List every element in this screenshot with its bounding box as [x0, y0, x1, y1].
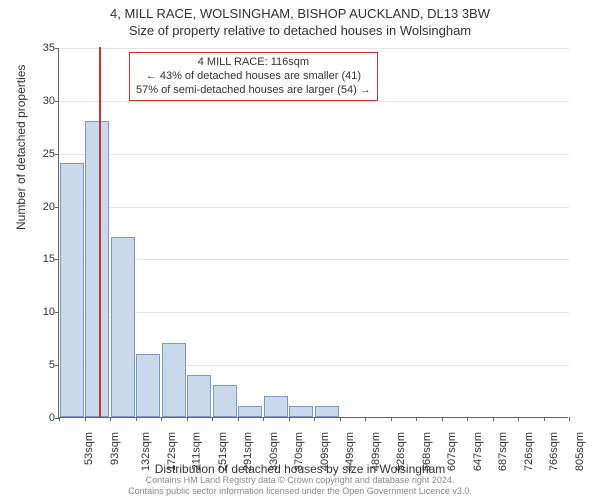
- xtick-mark: [161, 417, 162, 421]
- histogram-bar: [111, 237, 135, 417]
- xtick-mark: [340, 417, 341, 421]
- page-title: 4, MILL RACE, WOLSINGHAM, BISHOP AUCKLAN…: [0, 6, 600, 21]
- xtick-mark: [289, 417, 290, 421]
- ytick-label: 0: [25, 412, 55, 424]
- xtick-label: 53sqm: [83, 432, 95, 465]
- xtick-mark: [136, 417, 137, 421]
- annotation-line: 57% of semi-detached houses are larger (…: [136, 84, 371, 98]
- histogram-bar: [85, 121, 109, 417]
- xtick-mark: [442, 417, 443, 421]
- ytick-label: 25: [25, 148, 55, 160]
- x-axis-label: Distribution of detached houses by size …: [0, 462, 600, 476]
- xtick-label: 93sqm: [109, 432, 121, 465]
- gridline: [59, 154, 569, 155]
- ytick-label: 5: [25, 359, 55, 371]
- ytick-mark: [55, 312, 59, 313]
- xtick-mark: [416, 417, 417, 421]
- chart-area: 0510152025303553sqm93sqm132sqm172sqm211s…: [58, 48, 568, 418]
- ytick-mark: [55, 101, 59, 102]
- histogram-bar: [60, 163, 84, 417]
- ytick-mark: [55, 48, 59, 49]
- y-axis-label: Number of detached properties: [14, 65, 28, 230]
- ytick-label: 15: [25, 253, 55, 265]
- plot-area: 0510152025303553sqm93sqm132sqm172sqm211s…: [58, 48, 568, 418]
- ytick-mark: [55, 365, 59, 366]
- xtick-mark: [314, 417, 315, 421]
- histogram-bar: [289, 406, 313, 417]
- histogram-bar: [162, 343, 186, 417]
- xtick-mark: [467, 417, 468, 421]
- xtick-mark: [263, 417, 264, 421]
- reference-line: [99, 47, 101, 417]
- ytick-mark: [55, 259, 59, 260]
- xtick-mark: [365, 417, 366, 421]
- gridline: [59, 259, 569, 260]
- page-subtitle: Size of property relative to detached ho…: [0, 23, 600, 38]
- ytick-mark: [55, 207, 59, 208]
- histogram-bar: [238, 406, 262, 417]
- gridline: [59, 207, 569, 208]
- annotation-line: ← 43% of detached houses are smaller (41…: [136, 70, 371, 84]
- ytick-mark: [55, 154, 59, 155]
- histogram-bar: [264, 396, 288, 417]
- xtick-mark: [518, 417, 519, 421]
- footer-line-2: Contains public sector information licen…: [0, 486, 600, 497]
- ytick-label: 30: [25, 95, 55, 107]
- xtick-mark: [391, 417, 392, 421]
- annotation-line: 4 MILL RACE: 116sqm: [136, 56, 371, 70]
- annotation-box: 4 MILL RACE: 116sqm← 43% of detached hou…: [129, 52, 378, 101]
- ytick-label: 35: [25, 42, 55, 54]
- xtick-mark: [544, 417, 545, 421]
- gridline: [59, 48, 569, 49]
- xtick-mark: [212, 417, 213, 421]
- gridline: [59, 312, 569, 313]
- footer-line-1: Contains HM Land Registry data © Crown c…: [0, 475, 600, 486]
- xtick-mark: [238, 417, 239, 421]
- ytick-label: 10: [25, 306, 55, 318]
- ytick-label: 20: [25, 201, 55, 213]
- histogram-bar: [136, 354, 160, 417]
- footer-attribution: Contains HM Land Registry data © Crown c…: [0, 475, 600, 497]
- xtick-mark: [110, 417, 111, 421]
- xtick-mark: [493, 417, 494, 421]
- xtick-mark: [187, 417, 188, 421]
- xtick-mark: [569, 417, 570, 421]
- histogram-bar: [213, 385, 237, 417]
- xtick-mark: [59, 417, 60, 421]
- histogram-bar: [187, 375, 211, 417]
- xtick-mark: [85, 417, 86, 421]
- histogram-bar: [315, 406, 339, 417]
